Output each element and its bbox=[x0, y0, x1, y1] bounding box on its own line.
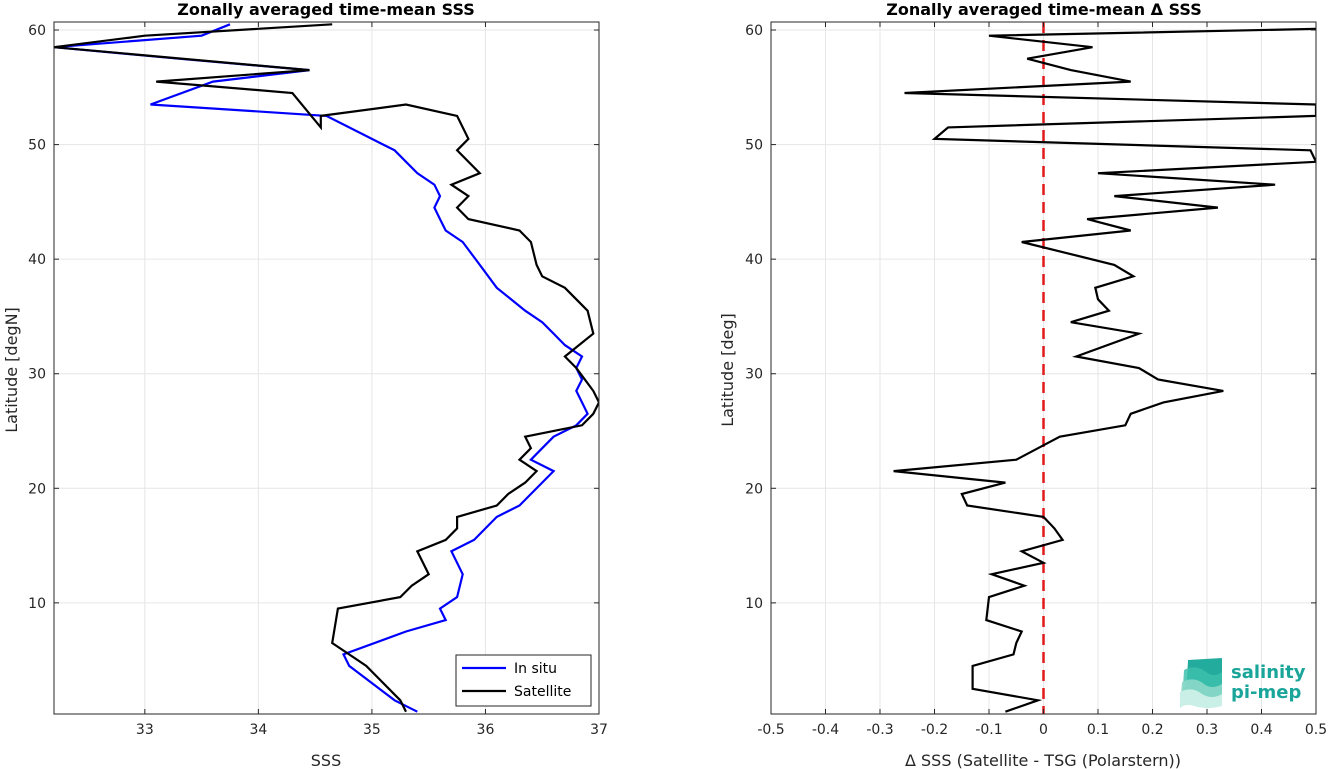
panel2-x-tick-label: -0.5 bbox=[757, 722, 784, 738]
panel1-x-tick-label: 33 bbox=[136, 722, 154, 738]
legend: In situ Satellite bbox=[455, 654, 592, 707]
panel1-x-tick-label: 35 bbox=[363, 722, 381, 738]
legend-label-satellite: Satellite bbox=[514, 684, 571, 700]
panel2-x-tick-label: -0.3 bbox=[866, 722, 893, 738]
series-line-delta-sss bbox=[893, 27, 1316, 713]
panel1-ticks: 33 34 35 36 37 10 20 30 40 50 60 bbox=[28, 22, 608, 738]
logo-text-line1: salinity bbox=[1231, 662, 1306, 683]
panel2-x-tick-label: 0 bbox=[1039, 722, 1048, 738]
panel1-plot-area bbox=[54, 22, 599, 714]
legend-box bbox=[455, 654, 592, 707]
panel1-grid bbox=[54, 22, 600, 714]
panel1-y-label: Latitude [degN] bbox=[2, 307, 21, 433]
panel2-ticks: -0.5 -0.4 -0.3 -0.2 -0.1 0 0.1 0.2 0.3 0.4 0.5 10 20… bbox=[745, 22, 1327, 738]
panel2-x-tick-label: 0.4 bbox=[1250, 722, 1272, 738]
panel2-x-tick-label: -0.4 bbox=[812, 722, 839, 738]
panel2-x-tick-label: -0.2 bbox=[921, 722, 948, 738]
series-line-satellite bbox=[54, 23, 599, 713]
wave-logo-icon bbox=[1180, 658, 1222, 708]
panel2-y-tick-label: 20 bbox=[745, 481, 763, 497]
panel2-y-tick-label: 50 bbox=[745, 138, 763, 154]
panel1-series bbox=[54, 23, 599, 713]
panel2-y-tick-label: 30 bbox=[745, 367, 763, 383]
panel1-axes-box bbox=[53, 21, 600, 715]
panel2-y-tick-label: 10 bbox=[745, 596, 763, 612]
panel1-x-tick-label: 36 bbox=[477, 722, 495, 738]
panel2-y-label: Latitude [deg] bbox=[718, 313, 737, 427]
panel2-x-label: Δ SSS (Satellite - TSG (Polarstern)) bbox=[905, 751, 1181, 769]
panel2-y-tick-label: 60 bbox=[745, 23, 763, 39]
panel1-title: Zonally averaged time-mean SSS bbox=[177, 0, 475, 19]
panel1-y-tick-label: 40 bbox=[28, 252, 46, 268]
panel2-title: Zonally averaged time-mean Δ SSS bbox=[886, 0, 1202, 19]
panel1-y-tick-label: 60 bbox=[28, 23, 46, 39]
panel2-x-tick-label: 0.5 bbox=[1305, 722, 1327, 738]
panel1-y-tick-label: 10 bbox=[28, 596, 46, 612]
panel1-x-tick-label: 34 bbox=[249, 722, 267, 738]
series-line-in-situ bbox=[54, 23, 589, 713]
panel1-y-tick-label: 20 bbox=[28, 481, 46, 497]
panel2-series bbox=[893, 27, 1316, 713]
panel2-x-tick-label: -0.1 bbox=[975, 722, 1002, 738]
panel1-x-tick-label: 37 bbox=[590, 722, 608, 738]
panel1-y-tick-label: 50 bbox=[28, 138, 46, 154]
delta-sss-panel: Zonally averaged time-mean Δ SSS -0.5 -0.… bbox=[718, 0, 1327, 769]
panel2-x-tick-label: 0.3 bbox=[1196, 722, 1218, 738]
panel1-x-label: SSS bbox=[311, 751, 341, 769]
salinity-pi-mep-logo: salinity pi-mep bbox=[1180, 658, 1306, 708]
logo-text-line2: pi-mep bbox=[1231, 682, 1301, 703]
legend-label-in-situ: In situ bbox=[514, 661, 557, 677]
panel2-x-tick-label: 0.2 bbox=[1141, 722, 1163, 738]
sss-profile-panel: Zonally averaged time-mean SSS 33 34 35 36 3… bbox=[2, 0, 608, 769]
panel2-y-tick-label: 40 bbox=[745, 252, 763, 268]
panel2-x-tick-label: 0.1 bbox=[1087, 722, 1109, 738]
panel1-y-tick-label: 30 bbox=[28, 367, 46, 383]
